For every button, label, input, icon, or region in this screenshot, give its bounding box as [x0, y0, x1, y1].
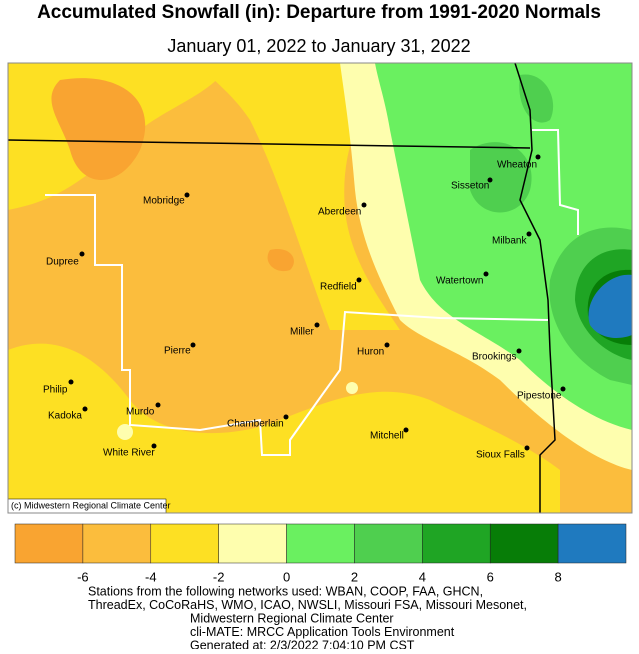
footer-line: Stations from the following networks use… — [88, 584, 483, 598]
contour — [117, 424, 133, 440]
legend-tick-label: -4 — [145, 569, 157, 584]
legend-tick-label: 8 — [554, 569, 561, 584]
city-dot — [487, 177, 493, 183]
legend-tick-label: 6 — [487, 569, 494, 584]
state-border — [514, 62, 556, 513]
legend-tick-label: -2 — [213, 569, 225, 584]
footer-line: Generated at: 2/3/2022 7:04:10 PM CST — [190, 639, 415, 649]
city-dot — [483, 271, 489, 277]
footer: Stations from the following networks use… — [88, 584, 527, 652]
footer-line: cli-MATE: MRCC Application Tools Environ… — [190, 625, 455, 639]
state-border — [7, 139, 531, 149]
city-dot — [535, 154, 541, 160]
city-label: Murdo — [126, 407, 155, 418]
copyright: (c) Midwestern Regional Climate Center — [11, 500, 171, 510]
city-dot — [524, 445, 530, 451]
city-dot — [82, 406, 88, 412]
city-dot — [516, 348, 522, 354]
legend-swatch — [489, 523, 559, 564]
city-label: Wheaton — [497, 160, 537, 171]
contour — [588, 274, 632, 338]
legend-swatch — [150, 523, 219, 564]
title: Accumulated Snowfall (in): Departure fro… — [37, 2, 601, 23]
legend-swatch — [557, 523, 627, 564]
map: Mobridge Aberdeen Dupree Redfield Miller Pier… — [7, 62, 633, 514]
boundary — [532, 129, 579, 235]
legend-swatch — [14, 523, 84, 564]
legend-swatch — [82, 523, 152, 564]
city-dot — [68, 379, 74, 385]
city-label: Mitchell — [370, 431, 404, 442]
city-label: Chamberlain — [227, 419, 284, 430]
contour — [346, 382, 358, 394]
city-dot — [403, 427, 409, 433]
city-label: Sisseton — [451, 181, 489, 192]
legend-tick-label: -6 — [77, 569, 89, 584]
city-dot — [361, 202, 367, 208]
city-dot — [184, 192, 190, 198]
legend-swatch — [218, 523, 287, 564]
legend-tick-label: 2 — [351, 569, 358, 584]
city-label: Brookings — [472, 352, 516, 363]
city-dot — [356, 277, 362, 283]
footer-line: Midwestern Regional Climate Center — [190, 611, 394, 625]
city-dot — [151, 443, 157, 449]
contour — [8, 343, 560, 513]
city-label: Pierre — [164, 346, 191, 357]
contour — [51, 78, 146, 180]
city-dot — [283, 414, 289, 420]
city-dot — [314, 322, 320, 328]
city-label: Sioux Falls — [476, 450, 525, 461]
city-label: Mobridge — [143, 196, 185, 207]
city-dot — [560, 386, 566, 392]
legend-tick-label: 4 — [419, 569, 426, 584]
city-label: Pipestone — [517, 391, 562, 402]
city-label: Huron — [357, 347, 384, 358]
contour — [519, 74, 554, 123]
legend-swatch — [422, 523, 491, 564]
map-frame — [7, 62, 633, 514]
city-dot — [526, 231, 532, 237]
city-label: Miller — [290, 327, 315, 338]
contour — [267, 249, 294, 272]
city-dot — [190, 342, 196, 348]
boundary — [45, 194, 549, 456]
footer-line: ThreadEx, CoCoRaHS, WMO, ICAO, NWSLI, Mi… — [88, 598, 527, 612]
subtitle: January 01, 2022 to January 31, 2022 — [167, 36, 470, 56]
contour — [470, 142, 532, 213]
city-label: Aberdeen — [318, 207, 361, 218]
city-label: Redfield — [320, 282, 357, 293]
legend-tick-label: 0 — [283, 569, 290, 584]
city-dot — [384, 342, 390, 348]
legend-swatch — [286, 523, 355, 564]
city-dot — [155, 402, 161, 408]
city-label: Milbank — [492, 236, 527, 247]
city-dot — [79, 251, 85, 257]
city-label: Philip — [43, 385, 68, 396]
legend: -6 -4 -2 0 2 4 6 8 — [14, 523, 627, 584]
city-label: Watertown — [436, 276, 483, 287]
city-label: Kadoka — [48, 411, 82, 422]
city-label: White River — [103, 448, 155, 459]
city-label: Dupree — [46, 257, 79, 268]
legend-swatch — [354, 523, 423, 564]
